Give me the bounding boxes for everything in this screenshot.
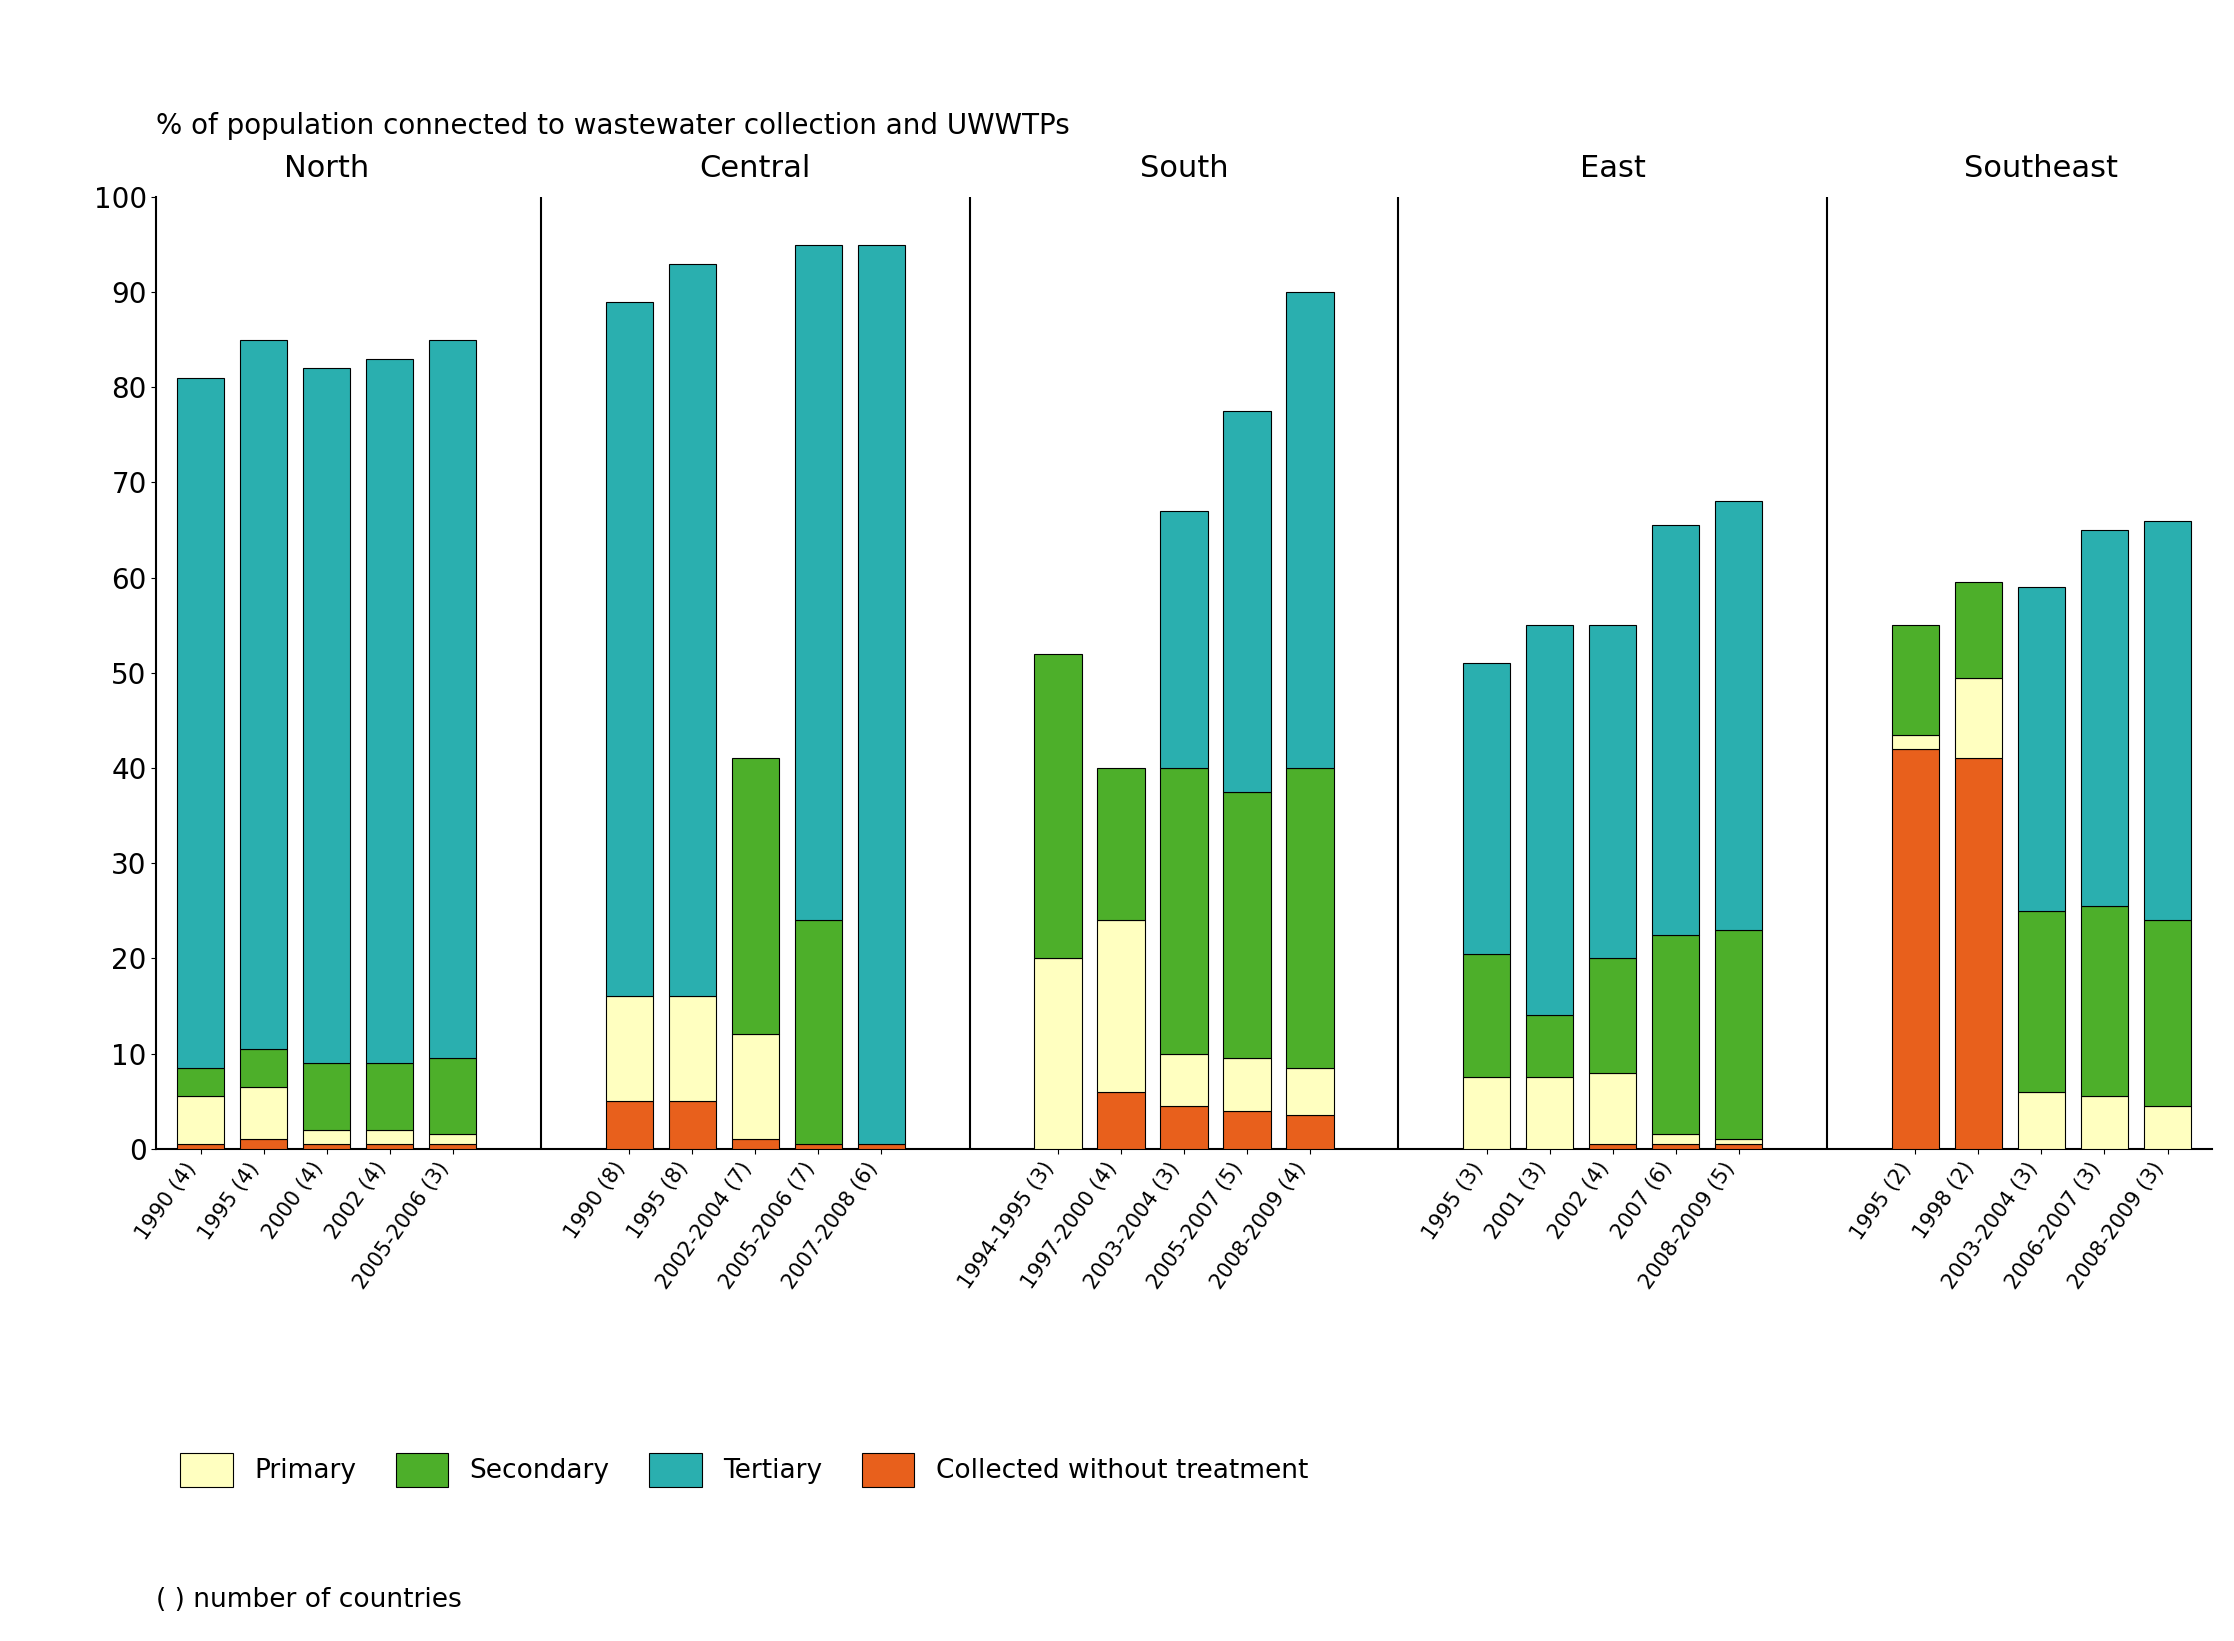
Bar (1892, 748, 1939, 1149)
Bar (795, 245, 842, 921)
Text: Southeast: Southeast (1964, 154, 2118, 182)
Bar (733, 1034, 780, 1139)
Bar (304, 1063, 351, 1129)
Legend: Primary, Secondary, Tertiary, Collected without treatment: Primary, Secondary, Tertiary, Collected … (170, 1442, 1318, 1497)
Bar (1034, 653, 1081, 958)
Bar (239, 1139, 288, 1149)
Bar (1224, 412, 1271, 793)
Bar (239, 1086, 288, 1139)
Bar (733, 758, 780, 1034)
Bar (2145, 520, 2192, 921)
Bar (2080, 530, 2129, 906)
Bar (1287, 292, 1334, 768)
Bar (2145, 1106, 2192, 1149)
Bar (1097, 1091, 1144, 1149)
Bar (1224, 1058, 1271, 1111)
Bar (1159, 1106, 1209, 1149)
Bar (304, 1144, 351, 1149)
Bar (1653, 935, 1700, 1134)
Bar (429, 1058, 476, 1134)
Bar (1588, 1144, 1635, 1149)
Bar (1463, 953, 1510, 1078)
Bar (733, 1139, 780, 1149)
Bar (1463, 1078, 1510, 1149)
Bar (176, 1068, 223, 1096)
Bar (1097, 768, 1144, 921)
Text: ( ) number of countries: ( ) number of countries (156, 1587, 462, 1613)
Bar (429, 1134, 476, 1144)
Bar (668, 996, 715, 1101)
Bar (239, 340, 288, 1049)
Bar (2145, 921, 2192, 1106)
Bar (1463, 663, 1510, 953)
Bar (1287, 768, 1334, 1068)
Bar (668, 264, 715, 996)
Bar (366, 1144, 413, 1149)
Bar (1892, 735, 1939, 748)
Bar (429, 340, 476, 1058)
Text: North: North (284, 154, 369, 182)
Bar (1526, 625, 1573, 1016)
Bar (176, 1144, 223, 1149)
Bar (605, 996, 652, 1101)
Bar (2080, 906, 2129, 1096)
Bar (1955, 678, 2002, 758)
Bar (1653, 1144, 1700, 1149)
Bar (366, 1129, 413, 1144)
Bar (1224, 1111, 1271, 1149)
Bar (1287, 1116, 1334, 1149)
Text: % of population connected to wastewater collection and UWWTPs: % of population connected to wastewater … (156, 113, 1070, 141)
Bar (1159, 1054, 1209, 1106)
Bar (2017, 587, 2064, 911)
Bar (239, 1049, 288, 1086)
Bar (1588, 1073, 1635, 1144)
Bar (1588, 958, 1635, 1073)
Bar (1034, 958, 1081, 1149)
Bar (1159, 768, 1209, 1054)
Bar (858, 245, 905, 1144)
Bar (795, 921, 842, 1144)
Bar (176, 377, 223, 1068)
Text: Central: Central (699, 154, 811, 182)
Bar (1224, 793, 1271, 1058)
Bar (304, 368, 351, 1063)
Bar (1716, 930, 1763, 1139)
Bar (1716, 502, 1763, 930)
Bar (605, 1101, 652, 1149)
Bar (1955, 583, 2002, 678)
Bar (2017, 911, 2064, 1091)
Bar (1159, 510, 1209, 768)
Bar (795, 1144, 842, 1149)
Bar (1097, 921, 1144, 1091)
Bar (1526, 1016, 1573, 1078)
Bar (2017, 1091, 2064, 1149)
Bar (1653, 1134, 1700, 1144)
Bar (1287, 1068, 1334, 1116)
Bar (1716, 1144, 1763, 1149)
Bar (1892, 625, 1939, 735)
Bar (1526, 1078, 1573, 1149)
Bar (429, 1144, 476, 1149)
Bar (605, 302, 652, 996)
Bar (1588, 625, 1635, 958)
Bar (1955, 758, 2002, 1149)
Bar (1716, 1139, 1763, 1144)
Text: East: East (1579, 154, 1646, 182)
Bar (858, 1144, 905, 1149)
Bar (1653, 525, 1700, 935)
Bar (366, 359, 413, 1063)
Bar (2080, 1096, 2129, 1149)
Bar (366, 1063, 413, 1129)
Bar (304, 1129, 351, 1144)
Bar (176, 1096, 223, 1144)
Bar (668, 1101, 715, 1149)
Text: South: South (1139, 154, 1229, 182)
